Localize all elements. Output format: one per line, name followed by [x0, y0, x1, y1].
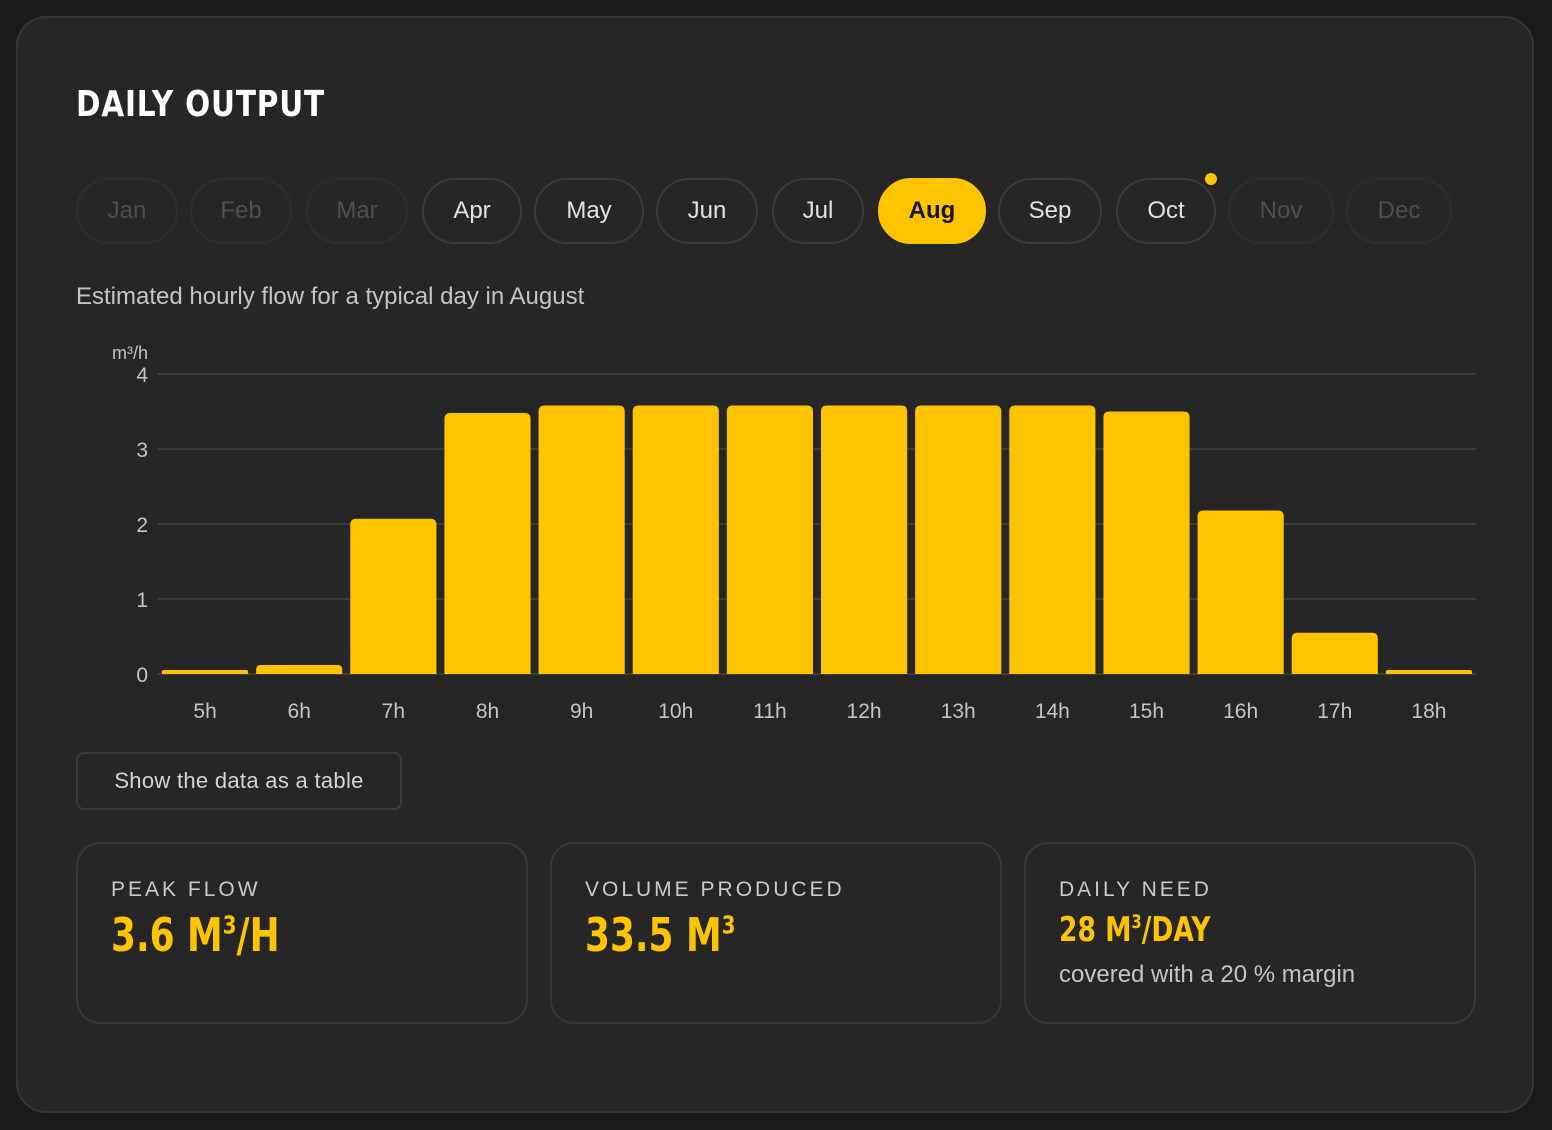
month-tab-label: Jun — [687, 197, 727, 224]
y-tick-label: 3 — [136, 439, 148, 462]
month-tab-label: Oct — [1147, 197, 1185, 224]
stat-label: DAILY NEED — [1059, 878, 1212, 901]
bar — [538, 405, 625, 674]
stat-card-volume-produced: VOLUME PRODUCED 33.5 M3 — [550, 842, 1002, 1024]
stat-unit: M — [1105, 910, 1132, 950]
month-indicator-dot — [1205, 173, 1217, 185]
stat-label: VOLUME PRODUCED — [585, 878, 845, 901]
month-tab-sep[interactable]: Sep — [998, 178, 1102, 244]
stat-label: PEAK FLOW — [111, 878, 261, 901]
stat-value: 3.6 M3/H — [111, 908, 280, 962]
month-tab-jun[interactable]: Jun — [656, 178, 758, 244]
bar — [1009, 405, 1096, 674]
daily-output-card: DAILY OUTPUT Jan Feb Mar Apr May Jun Jul… — [16, 16, 1534, 1113]
stat-unit-exponent: 3 — [222, 910, 237, 940]
chart-subtitle: Estimated hourly flow for a typical day … — [76, 283, 585, 310]
stat-unit-exponent: 3 — [1131, 911, 1142, 933]
bar — [915, 405, 1002, 674]
bar — [256, 665, 343, 674]
month-tab-label: Jan — [107, 197, 147, 224]
y-tick-label: 0 — [136, 664, 148, 687]
bar — [1197, 510, 1284, 674]
x-tick-label: 16h — [1223, 700, 1258, 723]
x-tick-label: 11h — [753, 700, 786, 723]
x-tick-label: 5h — [193, 700, 216, 723]
bar — [1291, 632, 1378, 674]
month-tab-apr[interactable]: Apr — [422, 178, 522, 244]
x-tick-label: 7h — [382, 700, 405, 723]
x-tick-label: 8h — [476, 700, 499, 723]
month-tab-feb[interactable]: Feb — [190, 178, 292, 244]
month-tab-label: Nov — [1259, 197, 1303, 224]
month-tab-label: Aug — [908, 197, 956, 224]
stat-card-daily-need: DAILY NEED 28 M3/DAY covered with a 20 %… — [1024, 842, 1476, 1024]
month-tab-jan[interactable]: Jan — [76, 178, 178, 244]
month-tab-label: Apr — [453, 197, 491, 224]
month-tab-label: Feb — [220, 197, 262, 224]
x-tick-label: 6h — [288, 700, 311, 723]
x-tick-label: 13h — [941, 700, 976, 723]
stat-number: 3.6 — [111, 908, 175, 962]
month-tab-may[interactable]: May — [534, 178, 644, 244]
stat-value: 33.5 M3 — [585, 908, 735, 962]
month-tab-mar[interactable]: Mar — [306, 178, 408, 244]
month-tab-label: Jul — [802, 197, 834, 224]
bar — [350, 518, 437, 674]
stat-unit: M — [686, 908, 722, 962]
month-tab-label: Dec — [1377, 197, 1421, 224]
y-axis-unit-label: m³/h — [112, 343, 148, 363]
stat-unit-exponent: 3 — [721, 910, 736, 940]
bar — [444, 413, 531, 674]
show-table-button[interactable]: Show the data as a table — [76, 752, 402, 810]
stat-card-peak-flow: PEAK FLOW 3.6 M3/H — [76, 842, 528, 1024]
month-tab-jul[interactable]: Jul — [772, 178, 864, 244]
month-tab-label: Sep — [1028, 197, 1072, 224]
x-tick-label: 18h — [1411, 700, 1446, 723]
bar — [162, 670, 249, 674]
month-tab-label: Mar — [336, 197, 378, 224]
stat-number: 28 — [1059, 910, 1096, 950]
y-tick-label: 1 — [136, 589, 148, 612]
bar — [821, 405, 908, 674]
x-tick-label: 14h — [1035, 700, 1070, 723]
month-tab-nov[interactable]: Nov — [1228, 178, 1334, 244]
hourly-flow-chart: 0 1 2 3 4m³/h 5h 6h 7h 8h 9h 10h 11h 12h 13h 14h 15h 16h… — [112, 343, 1476, 723]
month-tab-oct[interactable]: Oct — [1116, 173, 1217, 244]
month-tab-dec[interactable]: Dec — [1346, 178, 1452, 244]
x-tick-label: 15h — [1129, 700, 1164, 723]
x-tick-label: 17h — [1317, 700, 1352, 723]
month-tab-aug[interactable]: Aug — [878, 178, 986, 244]
y-tick-label: 2 — [136, 514, 148, 537]
stat-number: 33.5 — [585, 908, 674, 962]
x-tick-label: 9h — [570, 700, 593, 723]
bar — [726, 405, 813, 674]
stat-value: 28 M3/DAY — [1059, 910, 1211, 950]
stat-unit: M — [187, 908, 223, 962]
month-tab-label: May — [566, 197, 612, 224]
x-tick-label: 12h — [847, 700, 882, 723]
x-tick-label: 10h — [658, 700, 693, 723]
card-title: DAILY OUTPUT — [76, 84, 325, 125]
stat-note: covered with a 20 % margin — [1059, 961, 1356, 988]
stat-unit-suffix: /DAY — [1141, 910, 1211, 950]
bar — [632, 405, 719, 674]
bar — [1385, 670, 1472, 674]
y-tick-label: 4 — [136, 364, 148, 387]
bar — [1103, 411, 1190, 674]
stat-unit-suffix: /H — [236, 908, 280, 962]
